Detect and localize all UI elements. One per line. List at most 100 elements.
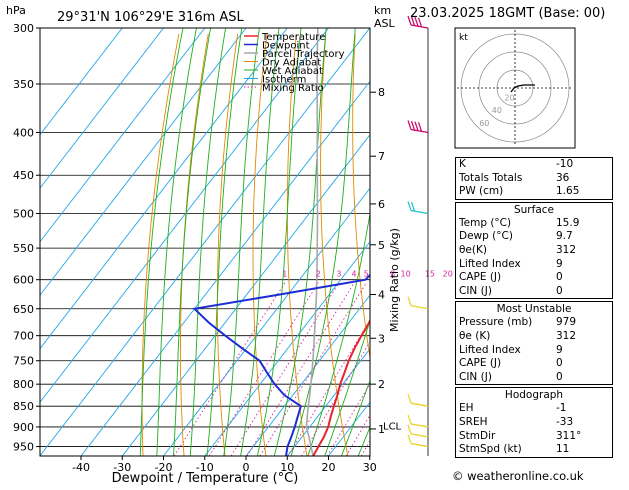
mixing-ratio-label: 2 — [316, 270, 321, 279]
wind-barb — [408, 120, 428, 132]
temperature-tick-label: 30 — [363, 461, 377, 474]
dry-adiabat-line — [321, 34, 348, 456]
index-value: 1.65 — [556, 185, 612, 199]
index-value: -10 — [556, 158, 612, 172]
index-label: Totals Totals — [459, 172, 556, 186]
isotherm-line — [0, 28, 287, 456]
surface-title: Surface — [456, 203, 612, 217]
mixing-ratio-label: 20 — [443, 270, 453, 279]
dry-adiabat-line — [287, 34, 307, 456]
location-label: 29°31'N 106°29'E 316m ASL — [57, 10, 245, 25]
legend: Temperature Dewpoint Parcel Trajectory D… — [244, 32, 345, 94]
altitude-tick-label: 8 — [378, 86, 385, 99]
index-label: CIN (J) — [459, 285, 556, 299]
index-label: Pressure (mb) — [459, 316, 556, 330]
index-row: θe (K)312 — [456, 330, 612, 344]
index-label: StmSpd (kt) — [459, 443, 556, 457]
mixing-ratio-axis-title: Mixing Ratio (g/kg) — [388, 228, 401, 332]
isotherm-line — [0, 28, 246, 456]
index-label: CIN (J) — [459, 371, 556, 385]
index-label: θe (K) — [459, 330, 556, 344]
altitude-tick-label: 5 — [378, 239, 385, 252]
index-value: 9 — [556, 344, 612, 358]
mixing-ratio-label: 1 — [282, 270, 287, 279]
index-row: CAPE (J)0 — [456, 271, 612, 285]
hodograph-ring-label: 40 — [492, 106, 502, 115]
pressure-tick-label: 650 — [13, 303, 34, 316]
index-row: CIN (J)0 — [456, 371, 612, 385]
index-label: StmDir — [459, 430, 556, 444]
index-value: 312 — [556, 330, 612, 344]
altitude-tick-label: 3 — [378, 332, 385, 345]
index-label: Lifted Index — [459, 258, 556, 272]
pressure-tick-label: 300 — [13, 22, 34, 35]
index-value: -1 — [556, 402, 612, 416]
index-row: EH-1 — [456, 402, 612, 416]
hpa-unit-label: hPa — [6, 4, 26, 17]
dry-adiabat-line — [142, 34, 179, 456]
isotherm-line — [81, 28, 411, 456]
index-value: 311° — [556, 430, 612, 444]
index-label: CAPE (J) — [459, 271, 556, 285]
hodograph-ring-label: 20 — [504, 94, 514, 103]
index-value: 979 — [556, 316, 612, 330]
temperature-tick-label: 20 — [322, 461, 336, 474]
mixing-ratio-label: 15 — [425, 270, 435, 279]
index-row: Dewp (°C)9.7 — [456, 230, 612, 244]
datetime-label: 23.03.2025 18GMT (Base: 00) — [410, 6, 605, 21]
altitude-tick-label: 2 — [378, 378, 385, 391]
index-label: SREH — [459, 416, 556, 430]
index-value: -33 — [556, 416, 612, 430]
index-label: Dewp (°C) — [459, 230, 556, 244]
index-value: 36 — [556, 172, 612, 186]
dry-adiabat-line — [217, 34, 237, 456]
index-row: CAPE (J)0 — [456, 357, 612, 371]
pressure-tick-label: 800 — [13, 378, 34, 391]
index-value: 9.7 — [556, 230, 612, 244]
index-row: CIN (J)0 — [456, 285, 612, 299]
index-label: Temp (°C) — [459, 217, 556, 231]
pressure-tick-label: 450 — [13, 169, 34, 182]
index-row: Temp (°C)15.9 — [456, 217, 612, 231]
dry-adiabat-line — [620, 34, 629, 456]
hodograph-title: Hodograph — [456, 388, 612, 402]
index-label: Lifted Index — [459, 344, 556, 358]
pressure-tick-label: 850 — [13, 400, 34, 413]
most-unstable-box: Most Unstable Pressure (mb)979 θe (K)312… — [455, 301, 613, 385]
wind-barb — [408, 415, 428, 427]
index-value: 15.9 — [556, 217, 612, 231]
index-label: θe(K) — [459, 244, 556, 258]
index-row: Pressure (mb)979 — [456, 316, 612, 330]
index-value: 0 — [556, 271, 612, 285]
hodograph-kt-label: kt — [459, 33, 468, 43]
index-value: 0 — [556, 285, 612, 299]
surface-box: Surface Temp (°C)15.9 Dewp (°C)9.7 θe(K)… — [455, 202, 613, 300]
pressure-tick-label: 400 — [13, 126, 34, 139]
index-label: EH — [459, 402, 556, 416]
index-row: θe(K)312 — [456, 244, 612, 258]
copyright-footer: © weatheronline.co.uk — [452, 469, 584, 483]
wet-adiabat-line — [342, 28, 469, 456]
temperature-tick-label: -40 — [72, 461, 90, 474]
hodograph-ring-label: 60 — [479, 119, 489, 128]
legend-mixing-ratio: Mixing Ratio — [262, 83, 324, 94]
pressure-tick-label: 900 — [13, 421, 34, 434]
index-value: 9 — [556, 258, 612, 272]
wind-barb — [408, 394, 428, 406]
lcl-label: LCL — [383, 422, 402, 433]
index-value: 312 — [556, 244, 612, 258]
index-value: 11 — [556, 443, 612, 457]
index-label: CAPE (J) — [459, 357, 556, 371]
index-value: 0 — [556, 371, 612, 385]
mixing-ratio-label: 3 — [336, 270, 341, 279]
pressure-tick-label: 950 — [13, 441, 34, 454]
index-label: PW (cm) — [459, 185, 556, 199]
dry-adiabat-line — [253, 34, 267, 456]
